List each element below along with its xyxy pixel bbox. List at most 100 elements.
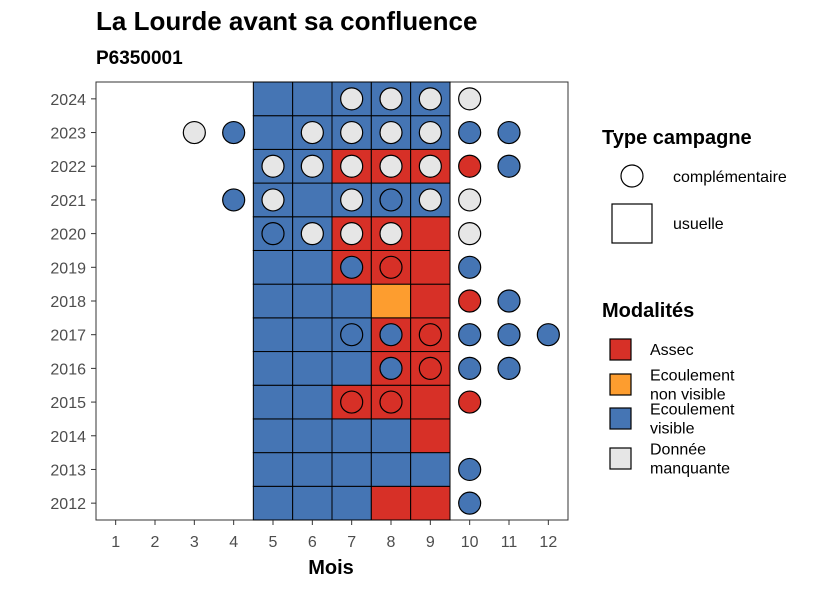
cell-2012-6	[292, 485, 333, 521]
y-tick-label: 2015	[50, 395, 86, 412]
point-2022-5	[261, 154, 285, 178]
cell-2019-9	[410, 249, 451, 285]
cell-2014-7	[331, 418, 372, 454]
point-2016-9	[418, 356, 442, 380]
legend-label-ecoulement-visible: Ecoulement	[650, 402, 735, 419]
y-tick-label: 2017	[50, 328, 86, 345]
cell-2018-9	[410, 283, 451, 319]
legend-label-donnee-manquante: manquante	[650, 461, 730, 478]
cell-2024-6	[292, 81, 333, 117]
cell-2013-9	[410, 452, 451, 487]
x-tick-label: 12	[539, 534, 557, 551]
point-2024-9	[418, 87, 442, 111]
point-2023-3	[182, 120, 206, 145]
cell-2018-8	[370, 283, 412, 319]
point-2015-10	[458, 390, 482, 414]
y-axis: 2012 2013 2014 2015 2016 2017 2018 2019 2020 2021…	[50, 92, 96, 513]
point-2022-7	[340, 154, 364, 178]
point-2012-10	[458, 491, 482, 515]
point-2019-7	[340, 255, 364, 279]
point-2017-8	[379, 323, 403, 347]
x-tick-label: 8	[387, 534, 396, 551]
point-2020-7	[340, 222, 364, 246]
point-2023-9	[418, 120, 442, 145]
y-tick-label: 2020	[50, 227, 86, 244]
cell-2014-5	[252, 418, 294, 454]
x-tick-label: 2	[151, 534, 160, 551]
legend-square-symbol	[611, 203, 653, 244]
point-2017-11	[497, 323, 521, 347]
y-tick-label: 2023	[50, 126, 86, 143]
chart-subtitle: P6350001	[96, 48, 183, 69]
y-tick-label: 2021	[50, 193, 86, 210]
x-tick-label: 4	[229, 534, 238, 551]
point-2023-11	[497, 120, 521, 145]
point-2022-11	[497, 154, 521, 178]
point-2018-11	[497, 289, 521, 313]
cell-2013-8	[370, 452, 412, 487]
cell-2020-9	[410, 216, 451, 251]
cell-2015-6	[292, 384, 333, 420]
point-2023-6	[300, 120, 324, 145]
cell-2015-5	[252, 384, 294, 420]
y-tick-label: 2013	[50, 462, 86, 479]
cell-2019-6	[292, 249, 333, 285]
cell-2017-6	[292, 317, 333, 353]
legend-swatch-assec	[609, 338, 632, 361]
point-2019-8	[379, 255, 403, 279]
legend-label-donnee-manquante: Donnée	[650, 442, 706, 459]
legend-type-title: Type campagne	[602, 127, 752, 149]
cell-2014-9	[410, 418, 451, 454]
cell-2018-7	[331, 283, 372, 319]
point-2016-8	[379, 356, 403, 380]
cell-2013-7	[331, 452, 372, 487]
point-2022-6	[300, 154, 324, 178]
legend-modalites-title: Modalités	[602, 300, 694, 322]
point-2019-10	[458, 255, 482, 279]
x-tick-label: 6	[308, 534, 317, 551]
cell-2013-5	[252, 452, 294, 487]
cell-2012-9	[410, 485, 451, 521]
y-tick-label: 2012	[50, 496, 86, 513]
point-2022-10	[458, 154, 482, 178]
point-2017-12	[536, 323, 560, 347]
x-tick-label: 7	[347, 534, 356, 551]
cell-2024-5	[252, 81, 294, 117]
y-tick-label: 2022	[50, 159, 86, 176]
cell-2013-6	[292, 452, 333, 487]
legend-label-assec: Assec	[650, 342, 694, 359]
cell-2012-5	[252, 485, 294, 521]
cell-2017-5	[252, 317, 294, 353]
cell-2012-8	[370, 485, 412, 521]
point-2016-11	[497, 356, 521, 380]
point-2022-9	[418, 154, 442, 178]
legend-swatch-ecoulement-non-visible	[609, 373, 632, 396]
x-tick-label: 3	[190, 534, 199, 551]
point-2017-9	[418, 323, 442, 347]
point-2015-7	[340, 390, 364, 414]
point-2024-10	[458, 87, 482, 111]
y-tick-label: 2019	[50, 260, 86, 277]
point-2020-6	[300, 222, 324, 246]
y-tick-label: 2016	[50, 361, 86, 378]
x-tick-label: 1	[111, 534, 120, 551]
legend-type-campagne: Type campagne complémentaire usuelle	[602, 127, 787, 244]
x-tick-label: 11	[501, 534, 518, 551]
x-axis: 1 2 3 4 5 6 7 8 9 10 11 12	[111, 520, 557, 551]
point-2020-10	[458, 222, 482, 246]
x-tick-label: 10	[461, 534, 479, 551]
point-2024-7	[340, 87, 364, 111]
cell-2016-6	[292, 351, 333, 386]
point-2023-8	[379, 120, 403, 145]
point-2023-7	[340, 120, 364, 145]
y-tick-label: 2018	[50, 294, 86, 311]
point-2021-7	[340, 188, 364, 212]
cell-2021-6	[292, 182, 333, 218]
legend-circle-symbol	[620, 164, 644, 188]
cell-2016-5	[252, 351, 294, 386]
cell-2018-5	[252, 283, 294, 319]
y-tick-label: 2024	[50, 92, 86, 109]
point-2020-8	[379, 222, 403, 246]
